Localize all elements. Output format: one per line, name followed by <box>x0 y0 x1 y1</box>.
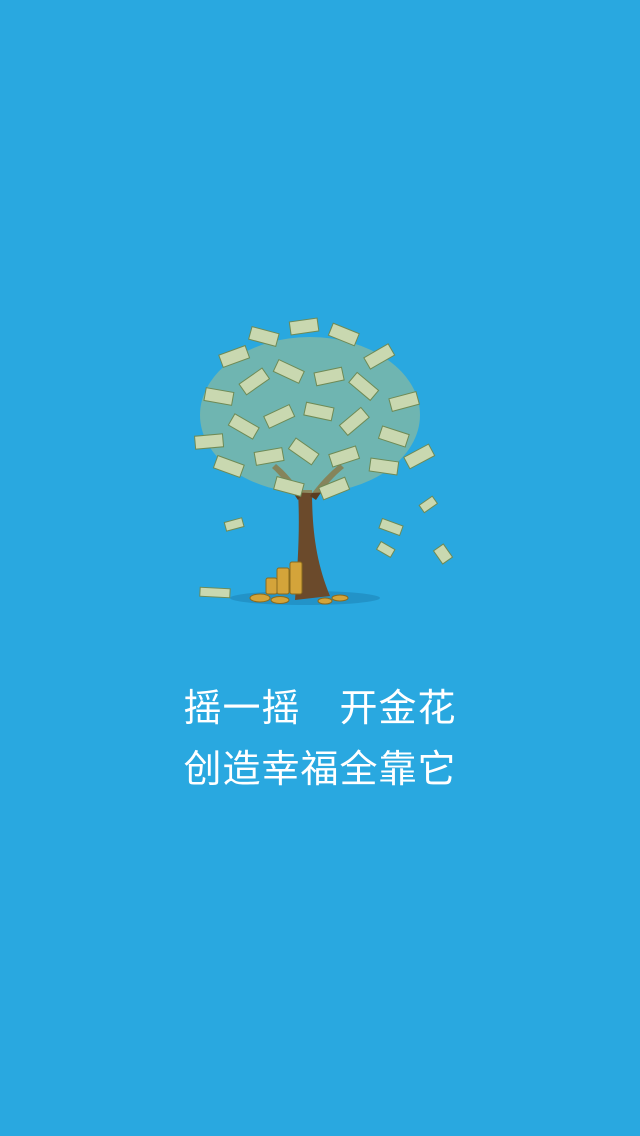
money-tree-graphic <box>193 317 454 605</box>
money-tree-icon <box>180 300 470 630</box>
slogan-line-2: 创造幸福全靠它 <box>183 747 457 791</box>
slogan-line-1: 摇一摇 开金花 <box>183 686 457 730</box>
